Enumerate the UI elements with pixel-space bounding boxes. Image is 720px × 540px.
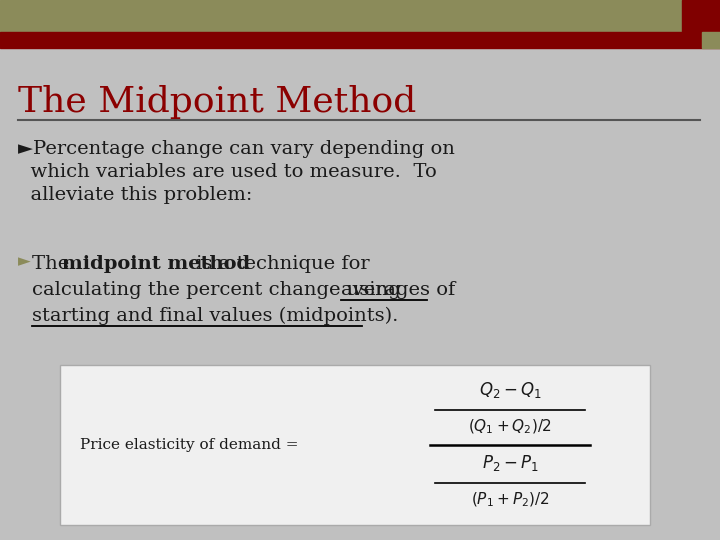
Text: is a technique for: is a technique for (190, 255, 369, 273)
FancyBboxPatch shape (60, 365, 650, 525)
Bar (702, 32, 720, 48)
Text: $Q_2 - Q_1$: $Q_2 - Q_1$ (479, 380, 541, 400)
Text: Price elasticity of demand =: Price elasticity of demand = (80, 438, 299, 452)
Text: ►: ► (18, 253, 31, 270)
Text: The Midpoint Method: The Midpoint Method (18, 85, 416, 119)
Bar (682, 0, 720, 32)
Text: $(Q_1 + Q_2)/2$: $(Q_1 + Q_2)/2$ (468, 418, 552, 436)
Text: midpoint method: midpoint method (62, 255, 250, 273)
Text: averages of: averages of (341, 281, 455, 299)
Text: starting and final values (midpoints).: starting and final values (midpoints). (32, 307, 398, 325)
Text: $(P_1 + P_2)/2$: $(P_1 + P_2)/2$ (471, 491, 549, 509)
Text: $P_2 - P_1$: $P_2 - P_1$ (482, 453, 539, 473)
Bar (0, 32, 720, 48)
Text: ►Percentage change can vary depending on
  which variables are used to measure. : ►Percentage change can vary depending on… (18, 140, 455, 204)
Text: The: The (32, 255, 76, 273)
Text: calculating the percent change using: calculating the percent change using (32, 281, 407, 299)
Bar (0, 0, 720, 32)
